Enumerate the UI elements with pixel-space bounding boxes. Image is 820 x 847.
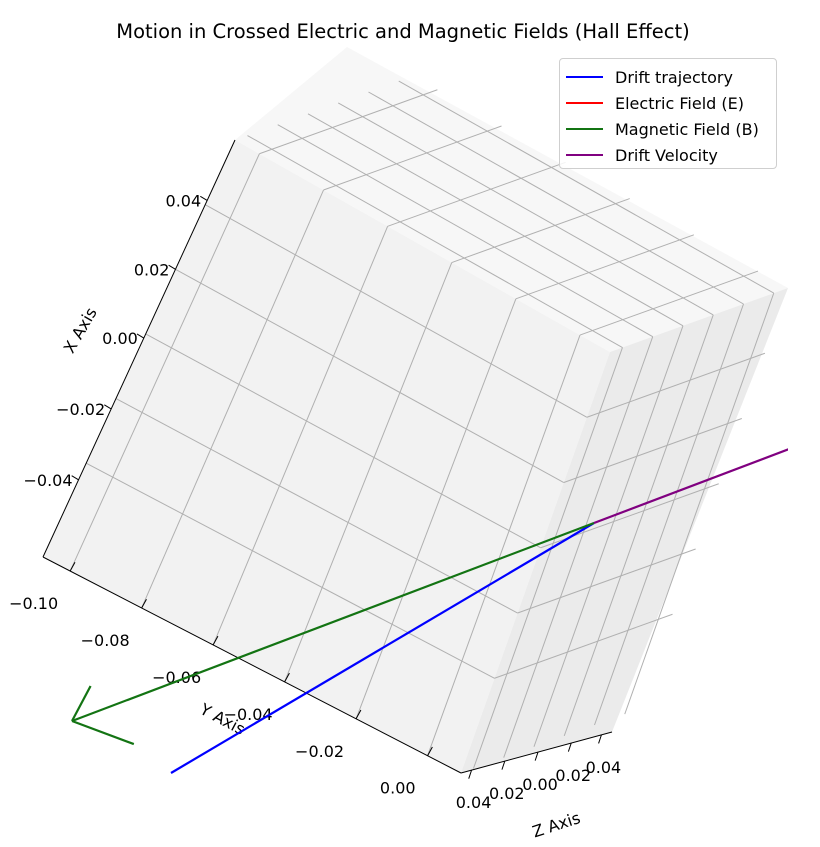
- tick-mark: [69, 562, 76, 572]
- grid-line-z-side: [624, 292, 775, 715]
- grid-line-z-side: [594, 303, 744, 726]
- grid-line-x: [145, 333, 541, 549]
- legend-swatch: [566, 101, 603, 105]
- grid-line-y: [284, 262, 453, 683]
- x-axis-line: [42, 139, 236, 558]
- axis-lines: [42, 139, 613, 774]
- x-tick-label: 0.04: [166, 191, 202, 210]
- tick-mark: [567, 742, 572, 752]
- tick-mark: [141, 598, 147, 609]
- grid-line-z-top: [247, 135, 623, 348]
- grid-line-z-top: [277, 124, 653, 338]
- y-tick-label: −0.02: [295, 742, 344, 761]
- grid-line-y-top: [387, 161, 566, 227]
- series-line-drift-velocity: [593, 448, 788, 525]
- legend-label: Drift trajectory: [615, 67, 733, 87]
- series-line-drift-trajectory: [170, 522, 595, 774]
- z-tick-label: 0.02: [555, 766, 591, 785]
- tick-marks: [69, 195, 602, 779]
- grid-line-y-top: [451, 198, 630, 264]
- z-tick-label: 0.00: [522, 775, 558, 794]
- grid-line-y-top: [515, 234, 695, 300]
- legend-item: Magnetic Field (B): [566, 116, 776, 142]
- legend-swatch: [566, 153, 603, 157]
- y-tick-label: −0.10: [9, 594, 58, 613]
- y-axis-line: [42, 556, 462, 774]
- z-axis-label: Z Axis: [530, 808, 583, 841]
- x-tick-label: −0.02: [56, 400, 105, 419]
- z-tick-label: 0.04: [456, 793, 492, 812]
- y-tick-label: −0.08: [81, 631, 130, 650]
- tick-labels: 0.040.020.00−0.02−0.04−0.10−0.08−0.06−0.…: [9, 191, 621, 812]
- grid-line-x: [175, 268, 565, 483]
- tick-mark: [534, 751, 539, 761]
- x-axis-label: X Axis: [60, 304, 101, 356]
- x-tick-label: −0.04: [23, 471, 72, 490]
- grid-lines: [69, 80, 775, 769]
- tick-mark: [427, 746, 433, 756]
- series-layer: [71, 448, 788, 774]
- legend-swatch: [566, 75, 603, 79]
- grid-line-z-top: [398, 80, 775, 294]
- grid-line-z-top: [368, 91, 744, 305]
- grid-line-x: [204, 204, 588, 418]
- series-line-magnetic-field-b: [71, 521, 595, 723]
- tick-mark: [136, 333, 145, 339]
- tick-mark: [71, 475, 79, 481]
- grid-line-z-side: [563, 314, 714, 737]
- grid-line-x: [85, 462, 495, 679]
- top-pane: [235, 47, 788, 352]
- x-tick-label: 0.02: [134, 260, 170, 279]
- legend-swatch: [566, 127, 603, 131]
- legend-label: Electric Field (E): [615, 93, 744, 113]
- chart-title: Motion in Crossed Electric and Magnetic …: [116, 20, 690, 43]
- arrow-head-barb: [71, 719, 135, 746]
- grid-line-y: [427, 334, 581, 756]
- tick-mark: [284, 672, 290, 683]
- legend-label: Magnetic Field (B): [615, 119, 759, 139]
- grid-line-y-top: [323, 125, 502, 191]
- legend-item: Drift trajectory: [566, 64, 776, 90]
- grid-line-y-top: [259, 89, 438, 155]
- front-pane: [43, 140, 610, 773]
- z-tick-label: 0.02: [489, 784, 525, 803]
- z-axis-line: [460, 731, 613, 774]
- grid-line-x-side: [586, 352, 766, 418]
- grid-line-x-side: [517, 548, 696, 614]
- chart-legend: Drift trajectory Electric Field (E) Magnet…: [559, 58, 777, 169]
- grid-line-z-side: [472, 347, 623, 769]
- grid-line-x-side: [494, 613, 673, 679]
- grid-line-y-top: [579, 270, 759, 336]
- x-tick-label: 0.00: [102, 329, 138, 348]
- tick-mark: [598, 734, 602, 744]
- tick-mark: [200, 195, 208, 201]
- grid-line-z-top: [307, 113, 684, 327]
- grid-line-y: [69, 153, 260, 572]
- tick-mark: [468, 769, 473, 779]
- grid-line-y: [212, 226, 389, 646]
- grid-line-z-side: [503, 336, 654, 758]
- tick-mark: [104, 404, 112, 410]
- legend-item: Electric Field (E): [566, 90, 776, 116]
- grid-line-z-side: [533, 325, 684, 747]
- tick-mark: [501, 760, 506, 770]
- tick-mark: [168, 264, 176, 270]
- y-tick-label: 0.00: [380, 779, 416, 798]
- grid-line-z-top: [337, 102, 714, 316]
- tick-mark: [212, 635, 219, 646]
- grid-line-x-side: [563, 418, 742, 483]
- legend-item: Drift Velocity: [566, 142, 776, 168]
- grid-line-y: [141, 189, 324, 609]
- legend-label: Drift Velocity: [615, 145, 718, 165]
- y-tick-label: −0.06: [152, 668, 201, 687]
- z-tick-label: 0.04: [586, 758, 622, 777]
- arrow-head-barb: [71, 685, 92, 722]
- tick-mark: [355, 709, 362, 720]
